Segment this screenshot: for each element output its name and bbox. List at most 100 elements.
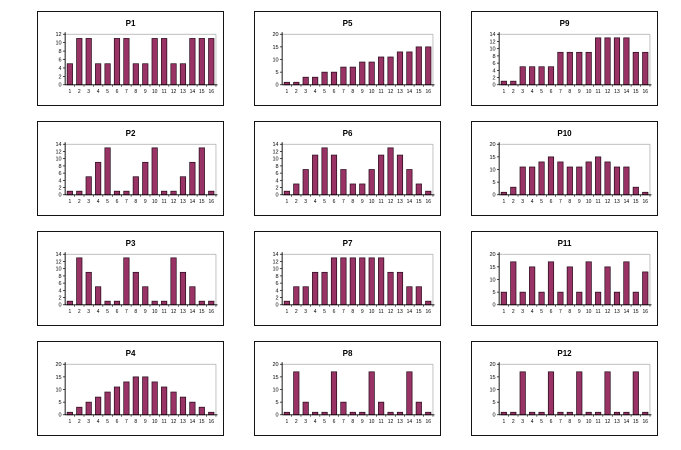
- bar-P10-10: [585, 161, 592, 196]
- x-tick-label: 15: [199, 89, 205, 95]
- x-tick-label: 12: [388, 199, 394, 205]
- x-tick-label: 6: [333, 309, 336, 315]
- chart-title: P7: [343, 239, 353, 248]
- x-tick-label: 10: [369, 199, 375, 205]
- bar-P7-6: [330, 257, 338, 306]
- x-tick-label: 4: [314, 309, 317, 315]
- bar-P6-3: [302, 169, 309, 196]
- bar-P9-2: [510, 80, 517, 86]
- bar-P1-9: [142, 63, 149, 86]
- x-tick-label: 2: [78, 199, 81, 205]
- bar-P11-9: [576, 291, 583, 306]
- bar-P2-6: [113, 190, 121, 196]
- bar-P10-7: [557, 161, 564, 196]
- bar-P11-7: [557, 291, 564, 306]
- x-tick-label: 4: [314, 419, 317, 425]
- x-tick-label: 12: [605, 309, 611, 315]
- y-tick-label: 10: [55, 267, 61, 273]
- y-tick-label: 6: [59, 281, 62, 287]
- y-tick-label: 0: [59, 193, 62, 199]
- x-tick-label: 1: [285, 199, 288, 205]
- bar-P10-3: [519, 166, 526, 196]
- chart-P7: 0 2 4 6 8 10 12 14 1 2 3 4 5 6 7 8 9 10 11 12 13 14 15 16 P7: [254, 231, 441, 326]
- x-tick-label: 9: [144, 419, 147, 425]
- x-tick-label: 6: [550, 89, 553, 95]
- x-tick-label: 8: [351, 419, 354, 425]
- x-tick-label: 10: [586, 199, 592, 205]
- y-tick-label: 8: [59, 49, 62, 55]
- bar-P11-3: [519, 291, 526, 306]
- x-tick-label: 14: [624, 199, 630, 205]
- x-tick-label: 4: [97, 199, 100, 205]
- x-tick-label: 7: [125, 89, 128, 95]
- x-tick-label: 7: [342, 309, 345, 315]
- bar-P9-7: [557, 51, 564, 86]
- x-tick-label: 1: [502, 89, 505, 95]
- y-tick-label: 20: [489, 362, 495, 368]
- x-tick-label: 5: [540, 419, 543, 425]
- bar-P6-4: [312, 154, 319, 196]
- chart-title: P11: [558, 239, 572, 248]
- x-tick-label: 9: [144, 89, 147, 95]
- bar-P2-16: [208, 190, 215, 196]
- x-tick-label: 13: [614, 199, 620, 205]
- y-tick-label: 12: [272, 259, 278, 265]
- y-tick-label: 4: [59, 288, 62, 294]
- x-tick-label: 16: [425, 199, 431, 205]
- x-tick-label: 6: [333, 199, 336, 205]
- bar-P1-16: [208, 38, 215, 86]
- bar-P12-15: [632, 371, 639, 416]
- bar-P4-11: [161, 386, 168, 416]
- x-tick-label: 2: [78, 309, 81, 315]
- x-tick-label: 9: [578, 419, 581, 425]
- bar-P2-8: [132, 176, 139, 196]
- bar-P2-14: [189, 161, 196, 196]
- x-tick-label: 7: [125, 419, 128, 425]
- bar-P2-2: [76, 190, 83, 196]
- y-tick-label: 12: [272, 149, 278, 155]
- bar-P6-2: [293, 183, 300, 196]
- x-tick-label: 3: [304, 89, 307, 95]
- x-tick-label: 12: [171, 419, 177, 425]
- y-tick-label: 10: [489, 387, 495, 393]
- bar-P3-14: [189, 286, 196, 306]
- bar-P5-16: [425, 46, 432, 86]
- y-tick-label: 20: [272, 32, 278, 38]
- bar-P5-9: [359, 61, 366, 86]
- bar-P7-2: [293, 286, 300, 306]
- bar-P6-11: [378, 154, 385, 196]
- bar-P11-8: [566, 266, 573, 306]
- bar-P12-12: [604, 371, 611, 416]
- bar-P5-13: [396, 51, 404, 86]
- bar-P1-7: [123, 38, 130, 86]
- bar-P6-7: [340, 169, 347, 196]
- bar-P11-15: [632, 291, 639, 306]
- bar-P4-14: [189, 401, 196, 416]
- x-tick-label: 13: [614, 419, 620, 425]
- bar-P7-16: [425, 300, 432, 306]
- x-tick-label: 14: [190, 199, 196, 205]
- bar-P4-8: [132, 376, 139, 416]
- y-tick-label: 0: [493, 83, 496, 89]
- x-tick-label: 7: [559, 89, 562, 95]
- x-tick-label: 11: [162, 419, 167, 425]
- bar-P6-1: [283, 190, 290, 196]
- x-tick-label: 4: [314, 199, 317, 205]
- bar-P2-11: [161, 190, 168, 196]
- bar-P4-12: [170, 391, 177, 416]
- x-tick-label: 13: [397, 199, 403, 205]
- x-tick-label: 15: [416, 89, 422, 95]
- x-tick-label: 5: [540, 309, 543, 315]
- bar-P1-5: [104, 63, 111, 86]
- bar-P5-8: [349, 66, 356, 86]
- bar-P5-11: [378, 56, 385, 86]
- x-tick-label: 13: [180, 309, 186, 315]
- bar-P9-11: [595, 37, 602, 86]
- bar-P1-10: [151, 38, 158, 86]
- y-tick-label: 4: [493, 68, 496, 74]
